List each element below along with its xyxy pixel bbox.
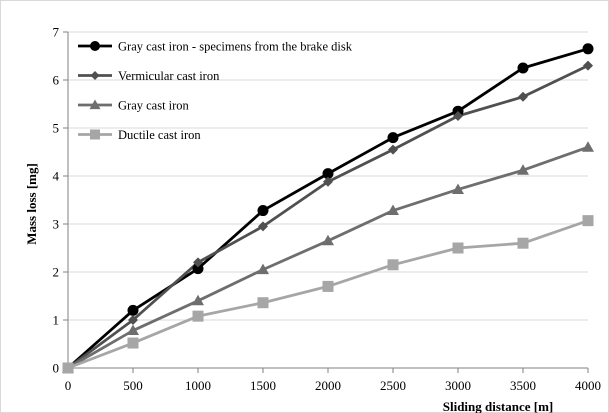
data-point-series-2 xyxy=(388,144,398,155)
data-point-series-2 xyxy=(453,111,463,121)
data-point-series-4 xyxy=(517,237,529,249)
data-point-series-3 xyxy=(192,294,204,306)
x-tick-label: 1500 xyxy=(250,378,276,393)
x-tick-label: 2500 xyxy=(380,378,406,393)
legend: Gray cast iron - specimens from the brak… xyxy=(78,40,353,142)
data-point-series-1 xyxy=(322,168,334,180)
legend-label-1: Gray cast iron - specimens from the brak… xyxy=(118,40,353,54)
y-tick-label: 7 xyxy=(53,25,60,40)
data-point-series-3 xyxy=(452,183,464,194)
data-point-series-2 xyxy=(128,315,138,325)
legend-marker-4 xyxy=(90,129,100,140)
data-point-series-2 xyxy=(258,221,268,232)
x-tick-label: 3500 xyxy=(510,378,536,393)
series-markers xyxy=(62,43,594,374)
y-tick-label: 5 xyxy=(53,121,60,136)
data-point-series-4 xyxy=(127,337,139,349)
data-point-series-4 xyxy=(257,297,269,309)
data-point-series-3 xyxy=(387,204,399,216)
x-tick-label: 1000 xyxy=(185,378,211,393)
y-axis-title: Mass loss [mg] xyxy=(24,163,39,245)
data-point-series-1 xyxy=(517,62,529,74)
legend-marker-1 xyxy=(90,41,100,51)
legend-label-3: Gray cast iron xyxy=(118,99,190,113)
data-point-series-3 xyxy=(257,263,269,275)
y-tick-label: 6 xyxy=(53,73,60,88)
data-point-series-1 xyxy=(257,205,269,217)
legend-label-4: Ductile cast iron xyxy=(118,128,201,142)
data-point-series-4 xyxy=(582,215,594,227)
data-point-series-4 xyxy=(62,362,74,374)
x-tick-label: 500 xyxy=(123,378,143,393)
data-point-series-4 xyxy=(322,280,334,292)
data-point-series-3 xyxy=(322,234,334,246)
data-point-series-4 xyxy=(452,242,464,254)
data-point-series-1 xyxy=(387,132,399,144)
legend-label-2: Vermicular cast iron xyxy=(118,69,220,83)
y-tick-label: 2 xyxy=(53,265,60,280)
data-point-series-4 xyxy=(192,310,204,322)
data-point-series-2 xyxy=(518,91,528,102)
y-tick-label: 0 xyxy=(53,361,60,376)
data-point-series-3 xyxy=(582,141,594,152)
data-point-series-1 xyxy=(192,263,204,275)
data-point-series-2 xyxy=(323,176,333,187)
x-tick-label: 2000 xyxy=(315,378,341,393)
x-tick-label: 0 xyxy=(65,378,72,393)
x-tick-label: 4000 xyxy=(575,378,601,393)
x-axis-title: Sliding distance [m] xyxy=(443,399,554,413)
data-point-series-3 xyxy=(517,164,529,175)
data-point-series-1 xyxy=(582,43,594,55)
y-tick-label: 4 xyxy=(53,169,60,184)
data-point-series-4 xyxy=(387,259,399,271)
data-point-series-2 xyxy=(193,257,203,268)
legend-marker-3 xyxy=(89,99,101,110)
y-tick-label: 1 xyxy=(53,313,60,328)
axes: 0 1 2 3 4 5 6 7 0 500 1000 1500 2000 2500 3000 3500 4000 xyxy=(53,25,602,394)
data-point-series-3 xyxy=(127,324,139,336)
x-tick-label: 3000 xyxy=(445,378,471,393)
data-point-series-2 xyxy=(583,60,593,71)
data-point-series-1 xyxy=(127,304,139,316)
y-tick-label: 3 xyxy=(53,217,60,232)
legend-marker-2 xyxy=(90,71,100,80)
